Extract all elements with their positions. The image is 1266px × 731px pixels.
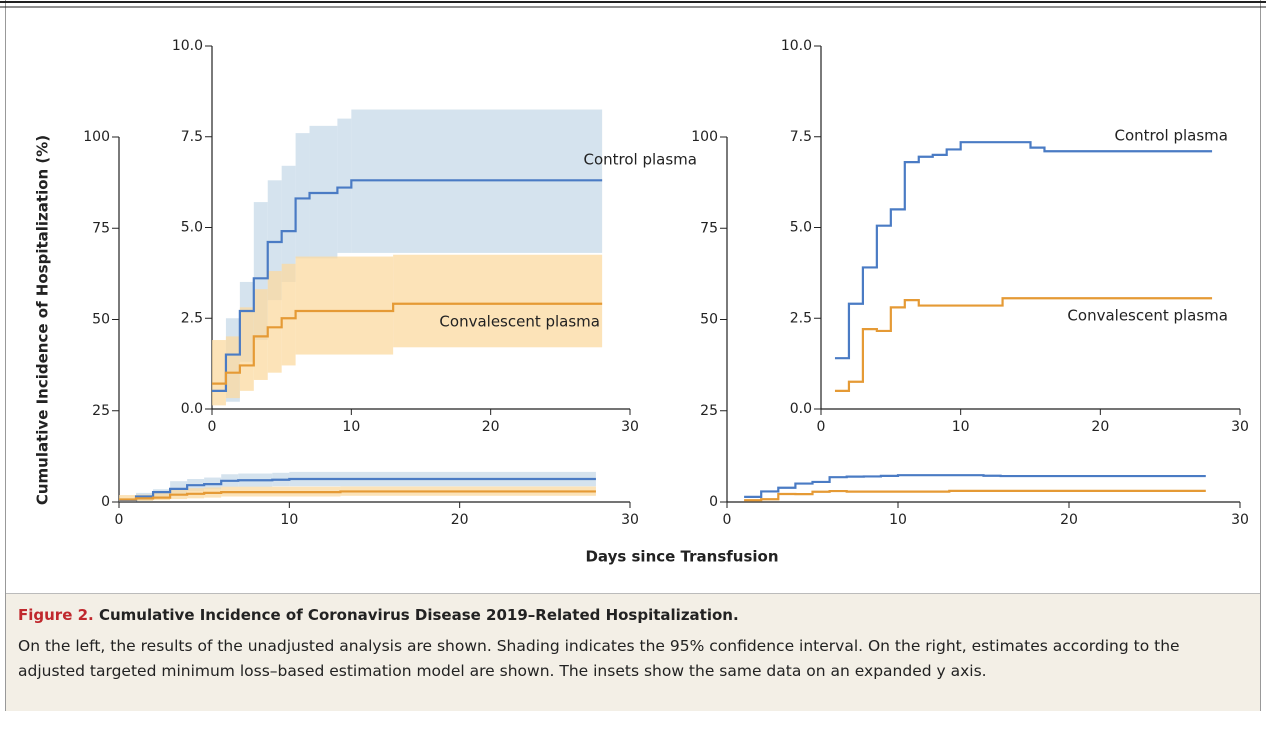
x-tick-label: 30 — [621, 512, 639, 528]
ci-band — [267, 271, 282, 373]
series-label: Control plasma — [1115, 127, 1229, 145]
y-tick-label: 75 — [92, 220, 110, 236]
series-label: Convalescent plasma — [1067, 307, 1228, 325]
line — [212, 302, 603, 385]
x-tick-label: 0 — [208, 419, 217, 435]
y-tick-label: 0 — [709, 494, 718, 510]
ci-band — [212, 340, 226, 406]
y-tick-label: 2.5 — [790, 310, 812, 326]
x-tick-label: 30 — [1231, 419, 1249, 435]
x-axis-label: Days since Transfusion — [585, 548, 778, 566]
figure-title: Cumulative Incidence of Coronavirus Dise… — [98, 606, 739, 624]
line — [834, 141, 1213, 360]
ci-band — [281, 263, 296, 366]
y-axis-label: Cumulative Incidence of Hospitalization … — [34, 135, 52, 505]
x-tick-label: 10 — [342, 419, 360, 435]
x-tick-label: 0 — [723, 512, 732, 528]
ci-band — [153, 491, 171, 501]
y-tick-label: 0.0 — [181, 401, 203, 417]
ci-band — [225, 336, 240, 399]
y-tick-label: 50 — [92, 312, 110, 328]
y-tick-label: 25 — [92, 403, 110, 419]
line — [212, 179, 603, 392]
y-tick-label: 10.0 — [172, 38, 203, 54]
series-label: Control plasma — [584, 151, 698, 169]
ci-band — [239, 307, 254, 391]
ci-band — [295, 256, 394, 355]
x-tick-label: 20 — [1091, 419, 1109, 435]
chart: Cumulative Incidence of Hospitalization … — [0, 1, 1266, 566]
x-tick-label: 0 — [817, 419, 826, 435]
ci-band — [393, 254, 603, 348]
y-tick-label: 7.5 — [181, 129, 203, 145]
x-tick-label: 20 — [482, 419, 500, 435]
y-tick-label: 0 — [101, 494, 110, 510]
ci-band — [337, 118, 352, 253]
caption-heading: Figure 2. Cumulative Incidence of Corona… — [18, 606, 1260, 624]
x-tick-label: 20 — [451, 512, 469, 528]
line — [744, 474, 1206, 498]
x-tick-label: 30 — [1231, 512, 1249, 528]
y-tick-label: 50 — [700, 312, 718, 328]
line — [834, 297, 1213, 392]
x-tick-label: 20 — [1060, 512, 1078, 528]
x-tick-label: 0 — [115, 512, 124, 528]
y-tick-label: 5.0 — [181, 220, 203, 236]
x-tick-label: 10 — [280, 512, 298, 528]
caption-text: On the left, the results of the unadjust… — [18, 637, 1180, 680]
ci-band — [281, 165, 296, 282]
y-tick-label: 100 — [691, 129, 718, 145]
ci-band — [295, 133, 310, 259]
y-tick-label: 0.0 — [790, 401, 812, 417]
y-tick-label: 10.0 — [781, 38, 812, 54]
y-tick-label: 25 — [700, 403, 718, 419]
line — [119, 490, 596, 501]
y-tick-label: 7.5 — [790, 129, 812, 145]
x-tick-label: 10 — [952, 419, 970, 435]
x-tick-label: 30 — [621, 419, 639, 435]
line — [119, 477, 596, 502]
y-tick-label: 2.5 — [181, 310, 203, 326]
y-tick-label: 5.0 — [790, 220, 812, 236]
series-label: Convalescent plasma — [439, 313, 600, 331]
figure-label: Figure 2. — [18, 606, 94, 624]
caption-box: Figure 2. Cumulative Incidence of Corona… — [6, 593, 1260, 711]
line — [744, 489, 1206, 502]
y-tick-label: 100 — [83, 129, 110, 145]
ci-band — [253, 289, 268, 380]
y-tick-label: 75 — [700, 220, 718, 236]
x-tick-label: 10 — [889, 512, 907, 528]
ci-band — [267, 180, 282, 301]
